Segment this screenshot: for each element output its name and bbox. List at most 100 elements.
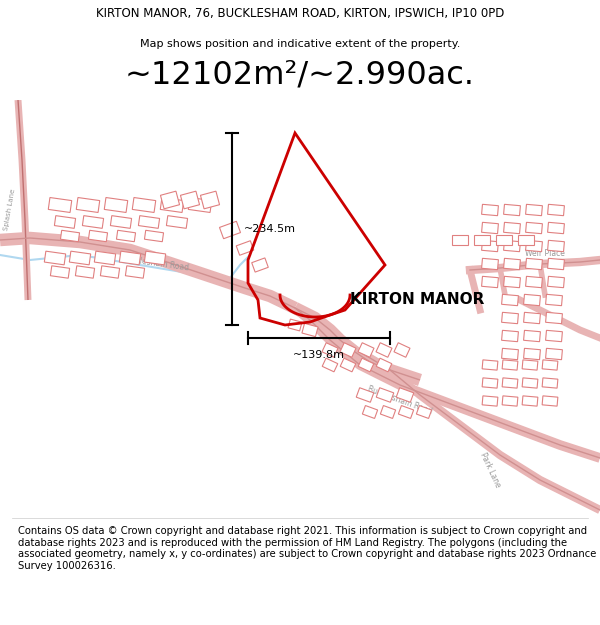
Polygon shape — [526, 258, 542, 269]
Polygon shape — [502, 331, 518, 342]
Polygon shape — [76, 266, 95, 278]
Text: ~234.5m: ~234.5m — [244, 224, 296, 234]
Polygon shape — [502, 396, 518, 406]
Polygon shape — [502, 360, 518, 370]
Text: ~12102m²/~2.990ac.: ~12102m²/~2.990ac. — [125, 60, 475, 91]
Polygon shape — [502, 312, 518, 324]
Polygon shape — [503, 222, 520, 234]
Polygon shape — [100, 266, 119, 278]
Polygon shape — [376, 388, 394, 402]
Polygon shape — [322, 358, 338, 372]
Polygon shape — [55, 216, 76, 228]
Polygon shape — [502, 348, 518, 359]
Text: ~139.8m: ~139.8m — [293, 350, 345, 360]
Polygon shape — [482, 222, 499, 234]
Polygon shape — [548, 258, 565, 269]
Polygon shape — [188, 198, 212, 212]
Text: Bucklesham Road: Bucklesham Road — [367, 384, 434, 416]
Polygon shape — [524, 312, 541, 324]
Polygon shape — [482, 204, 499, 216]
Polygon shape — [252, 258, 268, 272]
Polygon shape — [220, 221, 241, 239]
Polygon shape — [482, 360, 498, 370]
Polygon shape — [518, 235, 534, 245]
Polygon shape — [302, 323, 318, 337]
Text: Park Lane: Park Lane — [478, 451, 502, 489]
Polygon shape — [376, 342, 392, 357]
Polygon shape — [394, 342, 410, 357]
Polygon shape — [340, 342, 356, 357]
Polygon shape — [542, 378, 558, 388]
Polygon shape — [416, 406, 431, 419]
Polygon shape — [160, 198, 184, 212]
Text: KIRTON MANOR, 76, BUCKLESHAM ROAD, KIRTON, IPSWICH, IP10 0PD: KIRTON MANOR, 76, BUCKLESHAM ROAD, KIRTO… — [96, 8, 504, 20]
Polygon shape — [502, 294, 518, 306]
Polygon shape — [452, 235, 468, 245]
Polygon shape — [125, 266, 145, 278]
Polygon shape — [200, 191, 220, 209]
Polygon shape — [132, 198, 156, 212]
Polygon shape — [503, 204, 520, 216]
Polygon shape — [548, 276, 565, 288]
Text: Splash Lane: Splash Lane — [4, 189, 17, 231]
Polygon shape — [524, 348, 541, 359]
Polygon shape — [482, 241, 499, 252]
Text: Map shows position and indicative extent of the property.: Map shows position and indicative extent… — [140, 39, 460, 49]
Polygon shape — [145, 251, 166, 265]
Polygon shape — [522, 378, 538, 388]
Polygon shape — [545, 312, 562, 324]
Polygon shape — [398, 406, 413, 419]
Polygon shape — [522, 360, 538, 370]
Polygon shape — [104, 198, 128, 212]
Polygon shape — [542, 360, 558, 370]
Polygon shape — [116, 230, 136, 242]
Polygon shape — [482, 276, 499, 288]
Polygon shape — [526, 222, 542, 234]
Polygon shape — [94, 251, 116, 265]
Polygon shape — [524, 294, 541, 306]
Text: Bucklesham Road: Bucklesham Road — [121, 254, 190, 272]
Polygon shape — [545, 348, 562, 359]
Polygon shape — [380, 406, 395, 419]
Polygon shape — [181, 191, 200, 209]
Polygon shape — [88, 230, 107, 242]
Polygon shape — [139, 216, 160, 228]
Polygon shape — [358, 342, 374, 357]
Polygon shape — [503, 258, 520, 269]
Polygon shape — [166, 216, 188, 228]
Polygon shape — [482, 378, 498, 388]
Polygon shape — [160, 191, 179, 209]
Polygon shape — [61, 230, 80, 242]
Text: Weir Place: Weir Place — [525, 249, 565, 258]
Polygon shape — [145, 230, 164, 242]
Polygon shape — [50, 266, 70, 278]
Text: Contains OS data © Crown copyright and database right 2021. This information is : Contains OS data © Crown copyright and d… — [18, 526, 596, 571]
Polygon shape — [396, 388, 414, 402]
Polygon shape — [322, 342, 338, 357]
Polygon shape — [119, 251, 140, 265]
Polygon shape — [503, 241, 520, 252]
Text: KIRTON MANOR: KIRTON MANOR — [350, 292, 484, 308]
Polygon shape — [82, 216, 104, 228]
Polygon shape — [526, 241, 542, 252]
Polygon shape — [76, 198, 100, 212]
Polygon shape — [548, 222, 565, 234]
Polygon shape — [474, 235, 490, 245]
Polygon shape — [358, 358, 374, 372]
Polygon shape — [545, 294, 562, 306]
Polygon shape — [482, 396, 498, 406]
Polygon shape — [526, 276, 542, 288]
Polygon shape — [548, 241, 565, 252]
Polygon shape — [545, 331, 562, 342]
Polygon shape — [496, 235, 512, 245]
Polygon shape — [340, 358, 356, 372]
Polygon shape — [110, 216, 131, 228]
Polygon shape — [548, 204, 565, 216]
Polygon shape — [502, 378, 518, 388]
Polygon shape — [526, 204, 542, 216]
Polygon shape — [70, 251, 91, 265]
Polygon shape — [356, 388, 374, 402]
Polygon shape — [524, 331, 541, 342]
Polygon shape — [542, 396, 558, 406]
Polygon shape — [362, 406, 377, 419]
